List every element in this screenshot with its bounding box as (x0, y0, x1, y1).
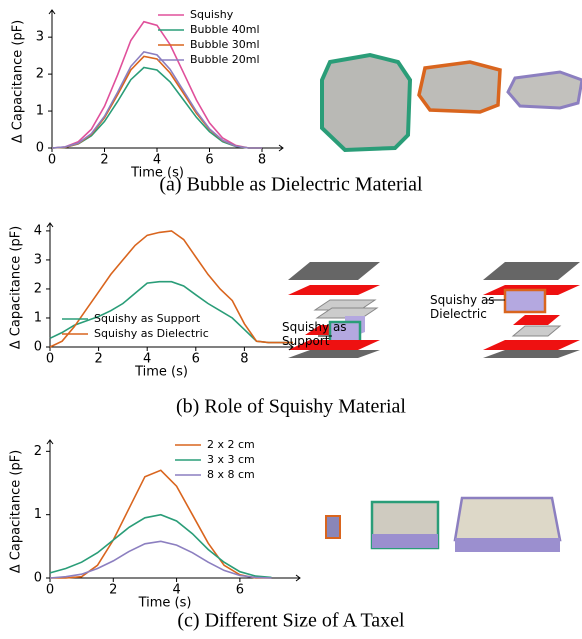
series-line (52, 52, 262, 148)
legend-label: Squishy (190, 8, 234, 21)
x-tick-label: 6 (236, 583, 244, 598)
legend-label: Bubble 20ml (190, 53, 260, 66)
legend-label: Bubble 30ml (190, 38, 260, 51)
y-tick-label: 0 (34, 571, 42, 586)
diagram-label: Squishy as Support (282, 320, 362, 348)
legend-label: 3 x 3 cm (207, 453, 255, 466)
figure-caption: (b) Role of Squishy Material (176, 396, 406, 418)
y-tick-label: 3 (34, 252, 42, 267)
x-tick-label: 6 (205, 153, 213, 168)
y-tick-label: 2 (36, 67, 44, 82)
y-tick-label: 1 (34, 310, 42, 325)
y-axis-label: Δ Capacitance (pF) (11, 20, 26, 144)
diagram-label: Squishy as Dielectric (430, 293, 510, 321)
x-axis-label: Time (s) (134, 365, 188, 380)
y-tick-label: 0 (34, 340, 42, 355)
y-tick-label: 2 (34, 444, 42, 459)
x-tick-label: 2 (94, 352, 102, 367)
x-tick-label: 8 (258, 153, 266, 168)
y-tick-label: 2 (34, 281, 42, 296)
y-tick-label: 1 (34, 507, 42, 522)
y-tick-label: 3 (36, 30, 44, 45)
x-tick-label: 0 (46, 352, 54, 367)
x-tick-label: 2 (100, 153, 108, 168)
legend-label: 8 x 8 cm (207, 468, 255, 481)
legend-label: Squishy as Support (94, 312, 201, 325)
page: {"chart_data": [ {"type": "line", "capti… (0, 0, 582, 639)
y-tick-label: 4 (34, 223, 42, 238)
figure-caption: (a) Bubble as Dielectric Material (159, 174, 423, 196)
legend-label: 2 x 2 cm (207, 438, 255, 451)
legend-label: Bubble 40ml (190, 23, 260, 36)
x-tick-label: 0 (48, 153, 56, 168)
y-axis-label: Δ Capacitance (pF) (9, 226, 24, 350)
x-tick-label: 2 (109, 583, 117, 598)
y-axis-label: Δ Capacitance (pF) (9, 450, 24, 574)
series-line (50, 541, 272, 578)
x-axis-label: Time (s) (138, 596, 192, 611)
bubble-photos (322, 55, 582, 150)
legend-label: Squishy as Dielectric (94, 327, 209, 340)
figure-caption: (c) Different Size of A Taxel (177, 610, 405, 632)
x-tick-label: 8 (240, 352, 248, 367)
x-tick-label: 6 (192, 352, 200, 367)
taxel-photos (326, 498, 560, 552)
y-tick-label: 0 (36, 141, 44, 156)
y-tick-label: 1 (36, 104, 44, 119)
series-line (50, 515, 272, 578)
x-tick-label: 0 (46, 583, 54, 598)
